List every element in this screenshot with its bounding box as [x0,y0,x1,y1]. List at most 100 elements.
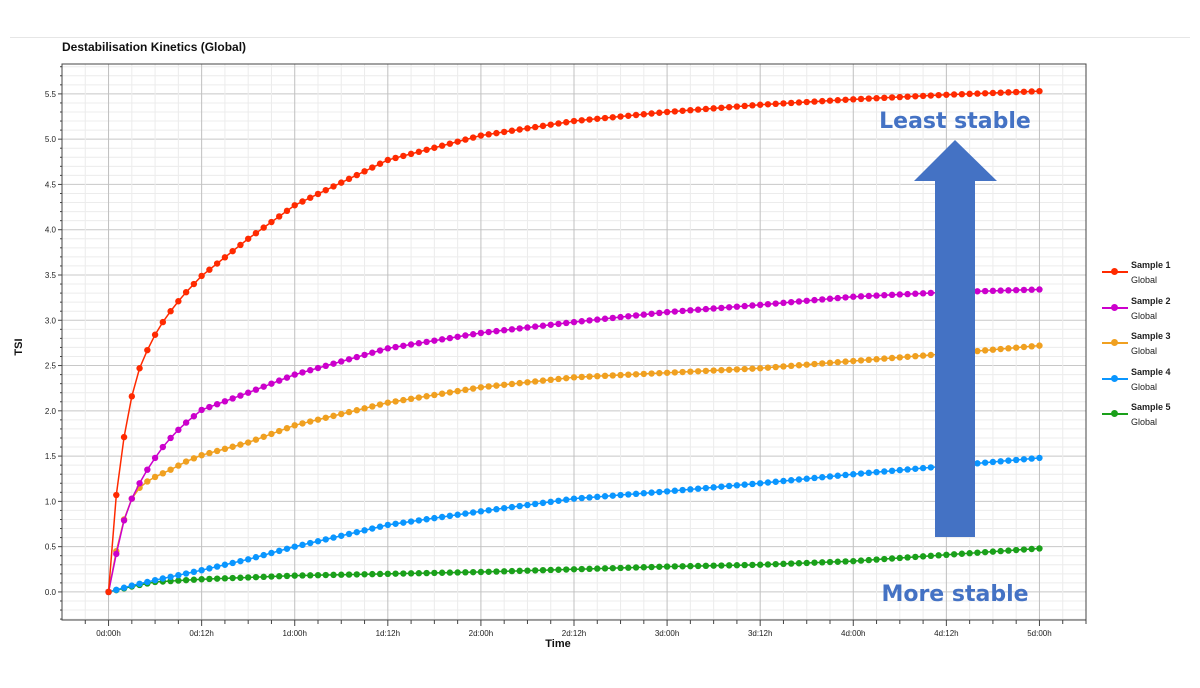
y-tick-label: 5.0 [45,135,57,144]
data-point [524,501,531,509]
data-point [291,202,298,209]
data-point [834,359,841,366]
data-point [229,559,236,567]
data-point [663,108,671,116]
data-point [803,361,810,368]
data-point [524,125,531,132]
data-point [462,386,469,394]
data-point [834,97,841,104]
data-point [477,329,485,337]
data-point [446,389,454,396]
data-point [671,108,679,115]
data-point [741,302,748,310]
data-point [477,384,485,391]
data-point [694,306,702,313]
data-point [252,436,260,443]
data-point [687,106,694,114]
data-point [819,559,826,566]
data-point [485,568,492,575]
data-point [446,334,454,342]
data-point [578,318,585,325]
data-point [539,499,547,507]
data-point [749,561,756,569]
data-point [873,356,880,363]
data-point [733,366,741,373]
data-point [229,395,236,402]
data-point [648,370,655,377]
data-point [857,470,865,477]
data-point [237,392,244,399]
data-point [345,571,353,578]
data-point [1012,286,1020,294]
data-point [865,556,872,564]
data-point [919,464,927,472]
data-point [687,562,694,570]
data-point [547,376,554,384]
data-point [338,410,345,418]
data-point [423,338,430,346]
legend-item: Sample 2 Global [1100,296,1171,332]
data-point [694,106,702,113]
data-point [1028,343,1035,350]
data-point [601,565,609,572]
data-point [105,588,112,596]
data-point [718,366,725,374]
data-point [586,565,593,573]
data-point [516,126,523,133]
series-2 [105,286,1043,596]
data-point [268,380,275,387]
data-point [314,538,322,545]
data-point [353,528,360,536]
data-point [190,455,198,462]
data-point [795,362,803,369]
data-point [904,290,911,298]
data-point [500,128,508,136]
legend-series-subtitle: Global [1131,417,1158,427]
data-point [229,247,236,255]
data-point [927,351,935,359]
series-1 [105,87,1043,596]
data-point [547,566,554,574]
data-point [384,521,392,529]
data-point [454,511,461,518]
data-point [508,326,516,333]
data-point [477,508,485,515]
data-point [283,207,291,215]
data-point [159,470,167,477]
data-point [392,154,399,162]
data-point [981,459,989,466]
data-point [764,561,772,568]
data-point [500,327,508,334]
data-point [888,354,896,362]
data-point [811,474,818,482]
data-point [904,353,911,360]
data-point [850,557,857,565]
data-point [586,373,593,380]
data-point [733,103,741,110]
data-point [694,562,702,570]
data-point [826,558,834,566]
data-point [438,336,446,343]
data-point [756,301,764,309]
data-point [570,566,578,573]
data-point [244,235,252,242]
data-point [392,570,399,577]
data-point [997,458,1004,465]
data-point [594,565,601,572]
data-point [981,287,989,295]
data-point [276,377,283,384]
data-point [749,302,756,309]
data-point [881,468,888,475]
data-point [206,449,213,457]
data-point [322,571,329,579]
data-point [1020,88,1028,95]
data-point [609,114,616,121]
data-point [500,381,508,388]
data-point [516,567,523,575]
data-point [989,287,997,295]
x-tick-label: 1d:12h [376,629,400,638]
data-point [516,379,523,387]
data-point [159,443,167,451]
data-point [314,190,322,198]
data-point [687,368,694,375]
